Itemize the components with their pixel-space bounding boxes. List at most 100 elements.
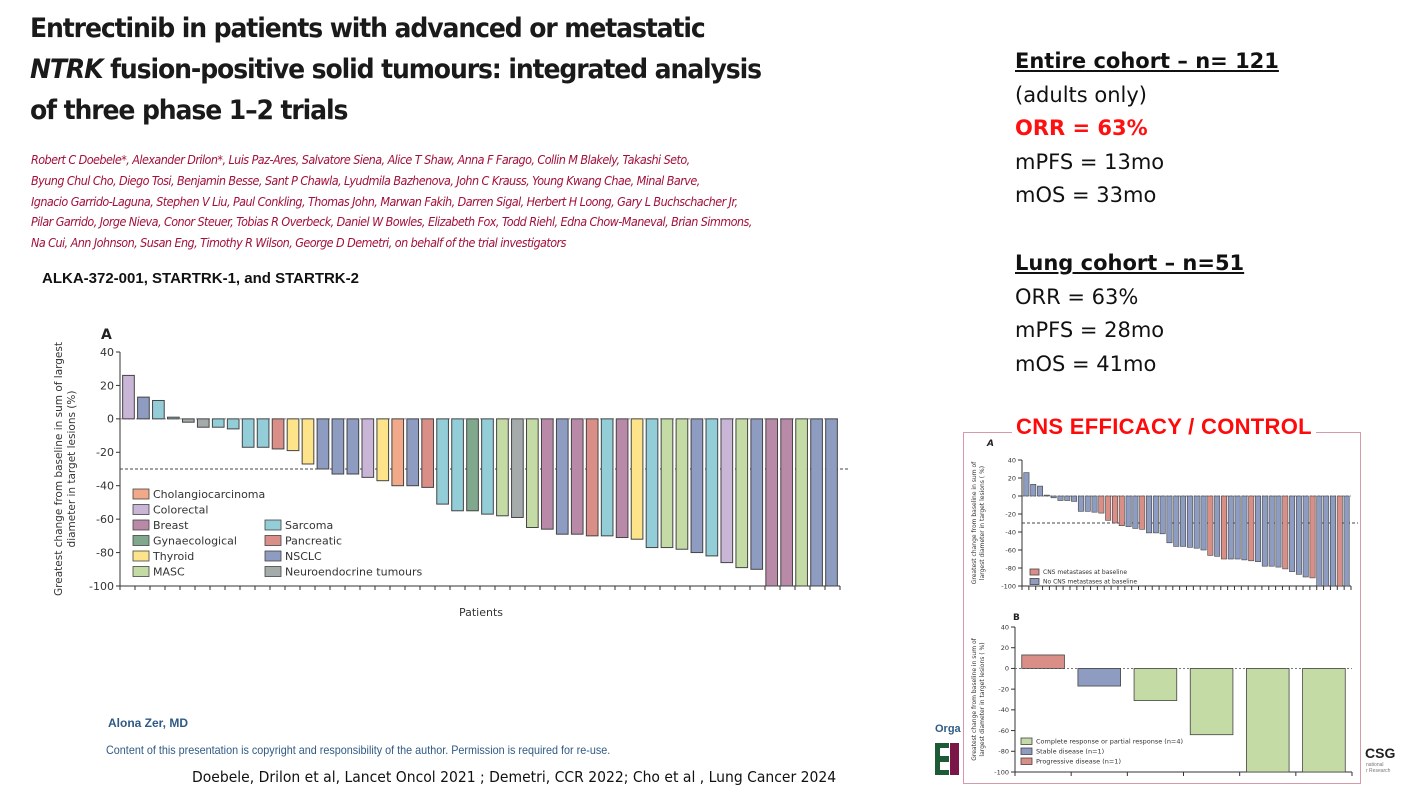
y-tick-label: -100 bbox=[89, 580, 114, 593]
y-tick-label: 0 bbox=[1005, 665, 1009, 673]
bar bbox=[735, 418, 749, 569]
y-axis-label-line: largest diameter in target lesions ( %) bbox=[979, 466, 986, 580]
bar bbox=[1064, 495, 1071, 501]
bar bbox=[1227, 495, 1234, 560]
y-tick-label: -80 bbox=[1005, 564, 1016, 572]
bar bbox=[600, 418, 614, 537]
lung-cohort-orr: ORR = 63% bbox=[1015, 284, 1139, 309]
bar bbox=[1246, 668, 1290, 773]
bar bbox=[1118, 495, 1125, 527]
legend-label: Pancreatic bbox=[285, 535, 342, 548]
bar bbox=[1207, 495, 1214, 556]
bar bbox=[211, 418, 225, 428]
y-tick-label: 40 bbox=[100, 346, 114, 359]
bar bbox=[1275, 495, 1282, 568]
entire-cohort-mpfs: mPFS = 13mo bbox=[1015, 149, 1165, 174]
legend-label: Complete response or partial response (n… bbox=[1036, 738, 1183, 746]
bar bbox=[1037, 485, 1043, 497]
bar bbox=[1180, 495, 1187, 547]
bar bbox=[1336, 495, 1343, 587]
y-tick-label: -80 bbox=[998, 748, 1009, 756]
copyright-notice: Content of this presentation is copyrigh… bbox=[106, 743, 611, 757]
legend-label: CNS metastases at baseline bbox=[1043, 569, 1127, 576]
bar bbox=[122, 374, 135, 420]
bar bbox=[1214, 495, 1221, 557]
bar bbox=[1330, 495, 1336, 587]
y-tick-label: 40 bbox=[1008, 456, 1016, 464]
bar bbox=[1077, 495, 1084, 512]
legend-label: MASC bbox=[153, 566, 185, 579]
bar bbox=[1173, 495, 1180, 547]
bar bbox=[1043, 494, 1050, 497]
cns-b-panel-label: B bbox=[1013, 613, 1020, 623]
bar bbox=[720, 418, 734, 564]
legend-swatch bbox=[264, 519, 282, 531]
bar bbox=[810, 418, 823, 587]
bar bbox=[660, 418, 674, 549]
organiser-label: Orga bbox=[935, 723, 961, 735]
bar bbox=[496, 418, 509, 517]
y-tick-label: 20 bbox=[1008, 474, 1016, 482]
legend-swatch bbox=[132, 504, 150, 515]
y-tick-label: -20 bbox=[998, 685, 1009, 693]
entire-cohort-mos: mOS = 33mo bbox=[1015, 183, 1157, 208]
legend-swatch bbox=[1020, 747, 1033, 755]
bar bbox=[1309, 495, 1316, 579]
bar bbox=[570, 418, 584, 535]
y-axis-label-line: Greatest change from baseline in sum of bbox=[971, 461, 978, 584]
y-axis-label-line: largest diameter in target lesions ( %) bbox=[979, 642, 986, 756]
y-tick-label: -60 bbox=[1005, 546, 1016, 554]
bar bbox=[585, 418, 599, 537]
bar bbox=[615, 418, 629, 539]
bar bbox=[690, 418, 704, 554]
bar bbox=[1343, 495, 1350, 587]
legend-swatch bbox=[132, 488, 150, 500]
legend-swatch bbox=[1029, 568, 1040, 576]
partner-logo-text: CSG bbox=[1365, 745, 1396, 761]
cns-waterfall-chart-a: A Greatest change from baseline in sum o… bbox=[971, 439, 1358, 590]
y-tick-label: -60 bbox=[96, 513, 114, 526]
legend-swatch bbox=[264, 550, 282, 562]
references: Doebele, Drilon et al, Lancet Oncol 2021… bbox=[192, 768, 837, 786]
bar bbox=[1323, 495, 1330, 587]
bar bbox=[1146, 495, 1152, 534]
bar bbox=[1241, 495, 1248, 561]
legend-swatch bbox=[264, 535, 282, 546]
bar bbox=[1091, 495, 1098, 513]
article-title: Entrectinib in patients with advanced or… bbox=[30, 8, 774, 131]
bar bbox=[1139, 495, 1146, 530]
y-tick-label: -40 bbox=[96, 480, 114, 493]
bar bbox=[1186, 495, 1193, 548]
bar bbox=[1282, 495, 1289, 570]
entire-cohort-orr: ORR = 63% bbox=[1015, 116, 1148, 141]
esmo-logo-icon bbox=[935, 743, 959, 775]
bar bbox=[152, 399, 165, 420]
legend-swatch bbox=[132, 550, 150, 562]
y-tick-label: -20 bbox=[1005, 510, 1016, 518]
bar bbox=[271, 418, 285, 450]
trials-label: ALKA-372-001, STARTRK-1, and STARTRK-2 bbox=[42, 270, 359, 287]
cns-efficacy-title: CNS EFFICACY / CONTROL bbox=[1012, 414, 1316, 440]
y-axis-label-line: Greatest change from baseline in sum of … bbox=[53, 342, 65, 596]
legend-label: Colorectal bbox=[153, 504, 208, 517]
cns-waterfall-chart-b: B Greatest change from baseline in sum o… bbox=[971, 613, 1353, 776]
bar bbox=[1023, 472, 1030, 497]
bar bbox=[511, 418, 524, 518]
title-italic-gene: NTRK bbox=[30, 54, 104, 85]
author-list: Robert C Doebele*, Alexander Drilon*, Lu… bbox=[31, 153, 752, 251]
cohort-summary: Entire cohort – n= 121 (adults only) ORR… bbox=[1015, 45, 1279, 381]
bar bbox=[1268, 495, 1275, 567]
lung-cohort-mos: mOS = 41mo bbox=[1015, 351, 1157, 376]
bar bbox=[1189, 668, 1234, 736]
legend-label: Gynaecological bbox=[153, 535, 237, 548]
bar bbox=[331, 418, 345, 475]
bar bbox=[705, 418, 719, 557]
bar bbox=[346, 418, 360, 475]
bar bbox=[1057, 495, 1064, 501]
legend-swatch bbox=[132, 566, 150, 577]
bar bbox=[226, 418, 240, 430]
bar bbox=[795, 418, 808, 587]
bar bbox=[241, 418, 255, 448]
bar bbox=[301, 418, 315, 465]
y-tick-label: 20 bbox=[100, 379, 114, 392]
